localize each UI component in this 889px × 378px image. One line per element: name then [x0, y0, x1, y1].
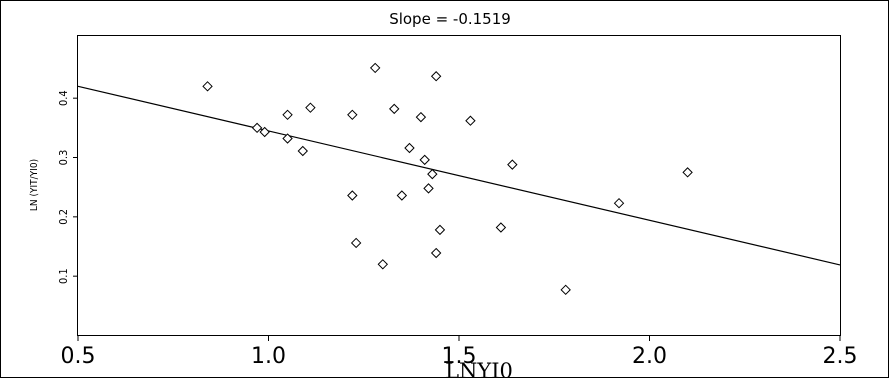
x-tick-label: 1.5	[442, 344, 477, 369]
data-point	[419, 154, 430, 166]
regression-line	[77, 85, 841, 266]
data-point	[415, 111, 427, 123]
chart-title: Slope = -0.1519	[389, 10, 511, 28]
data-point	[427, 168, 438, 180]
data-point	[465, 115, 476, 126]
data-point	[259, 126, 270, 138]
data-point	[377, 259, 389, 270]
x-tick-label: 2.5	[823, 344, 858, 369]
data-point	[202, 81, 213, 92]
data-point	[297, 145, 308, 157]
data-point	[495, 222, 507, 233]
data-point	[347, 190, 358, 201]
data-point	[423, 183, 434, 194]
data-point	[282, 109, 293, 120]
x-tick-label: 1.0	[251, 344, 286, 369]
data-point	[434, 224, 446, 236]
axis-ticks: 0.5 1.0 1.5 2.0 2.5 0.1 0.2 0.3 0.4	[57, 90, 858, 369]
data-point	[389, 103, 400, 115]
data-point	[350, 237, 362, 249]
plot-area	[77, 35, 841, 336]
y-axis-label: LN (YIT/YI0)	[29, 159, 40, 211]
data-point	[305, 102, 316, 113]
data-point	[682, 167, 693, 178]
y-tick-label: 0.2	[57, 209, 70, 225]
data-point	[507, 159, 518, 170]
data-point	[560, 284, 571, 296]
x-axis-label: LNYI0	[445, 359, 513, 378]
y-tick-label: 0.1	[57, 268, 70, 284]
data-point	[430, 71, 442, 82]
y-tick-label: 0.3	[57, 150, 70, 166]
data-point	[282, 133, 293, 144]
data-point	[613, 197, 625, 209]
data-point	[396, 190, 408, 201]
data-point	[430, 247, 442, 259]
x-tick-label: 0.5	[61, 344, 96, 369]
data-points	[202, 62, 693, 296]
data-point	[347, 109, 358, 120]
data-point	[369, 62, 381, 74]
data-point	[251, 122, 263, 134]
x-tick-label: 2.0	[632, 344, 667, 369]
regression-line-group	[77, 85, 841, 266]
y-tick-label: 0.4	[57, 90, 70, 106]
data-point	[404, 142, 415, 154]
